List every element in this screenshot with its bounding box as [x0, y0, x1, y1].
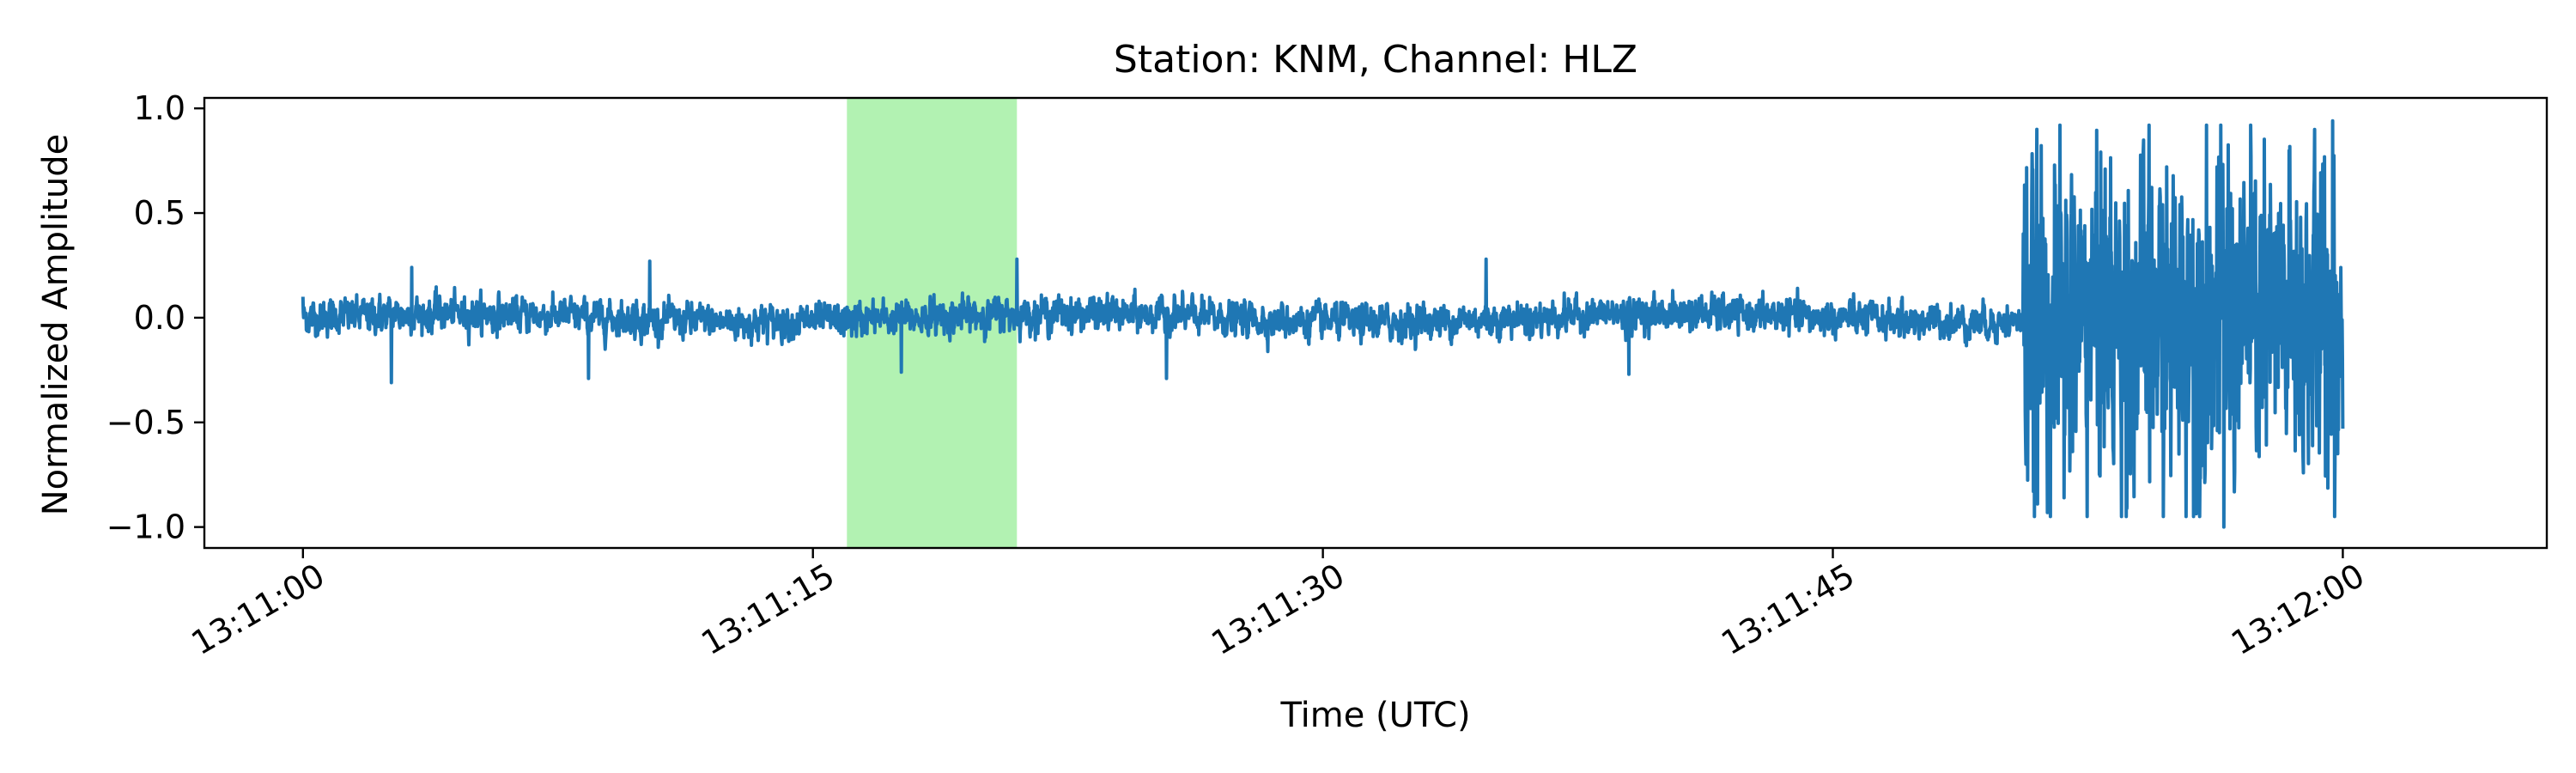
- x-tick-label: 13:11:30: [1205, 557, 1351, 662]
- x-tick-label: 13:11:00: [185, 557, 331, 662]
- y-tick-label: 1.0: [134, 89, 185, 127]
- series-line-waveform: [301, 119, 2345, 529]
- y-axis-label: Normalized Amplitude: [36, 134, 76, 516]
- y-tick-label: 0.5: [134, 194, 185, 232]
- chart-title: Station: KNM, Channel: HLZ: [1114, 38, 1637, 82]
- plot-frame: [203, 96, 2549, 550]
- y-tick-label: −0.5: [106, 404, 185, 441]
- x-axis-label: Time (UTC): [1279, 696, 1470, 735]
- x-tick-label: 13:12:00: [2225, 557, 2371, 662]
- x-tick-label: 13:11:15: [695, 557, 841, 662]
- plot-area: 1.0 0.5 0.0 −0.5 −1.013:11:00 13:11:15 13:11:3…: [106, 89, 2549, 662]
- y-tick-label: −1.0: [106, 508, 185, 546]
- x-tick-label: 13:11:45: [1715, 557, 1861, 662]
- y-tick-label: 0.0: [134, 299, 185, 337]
